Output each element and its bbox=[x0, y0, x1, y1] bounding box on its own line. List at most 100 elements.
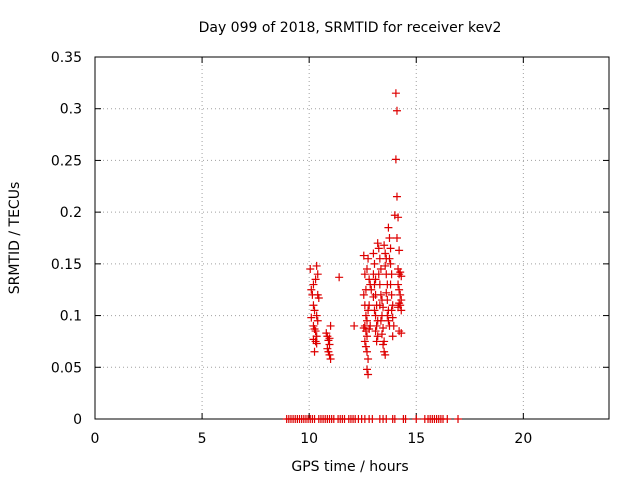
data-point bbox=[391, 89, 400, 98]
data-point bbox=[388, 301, 397, 310]
data-point bbox=[364, 355, 373, 364]
data-point bbox=[384, 316, 393, 325]
data-point bbox=[394, 280, 403, 289]
data-point bbox=[376, 265, 385, 274]
data-point bbox=[364, 254, 373, 263]
data-point bbox=[454, 415, 463, 423]
data-point bbox=[392, 234, 401, 242]
data-point bbox=[369, 249, 378, 258]
data-point bbox=[326, 355, 335, 364]
data-point bbox=[364, 370, 373, 379]
data-point bbox=[310, 306, 319, 315]
x-tick-label: 5 bbox=[198, 431, 207, 447]
data-point bbox=[325, 350, 334, 359]
data-point bbox=[379, 340, 388, 349]
data-point bbox=[359, 251, 368, 260]
data-point bbox=[385, 254, 394, 263]
data-point bbox=[374, 244, 383, 253]
data-point bbox=[311, 337, 320, 346]
data-point bbox=[390, 415, 399, 423]
data-point bbox=[367, 285, 376, 294]
data-point bbox=[360, 270, 369, 279]
data-point bbox=[309, 301, 318, 310]
data-point bbox=[373, 239, 382, 248]
data-point bbox=[312, 311, 321, 320]
data-point bbox=[381, 249, 390, 258]
y-axis-label: SRMTID / TECUs bbox=[7, 182, 23, 295]
x-tick-label: 15 bbox=[407, 431, 425, 447]
data-point bbox=[375, 280, 384, 289]
data-point bbox=[372, 321, 381, 330]
x-tick-label: 0 bbox=[91, 431, 100, 447]
data-point bbox=[388, 313, 397, 322]
x-axis: 0 5 10 15 20 bbox=[91, 57, 532, 447]
data-point bbox=[387, 290, 396, 299]
data-point bbox=[386, 259, 395, 268]
y-tick-label: 0.15 bbox=[51, 257, 82, 273]
data-point bbox=[371, 327, 380, 336]
data-point bbox=[396, 301, 405, 310]
data-point bbox=[379, 303, 388, 312]
data-point bbox=[412, 415, 421, 423]
data-point bbox=[387, 306, 396, 315]
data-series bbox=[282, 89, 463, 423]
data-point bbox=[386, 280, 395, 289]
data-point bbox=[371, 275, 380, 284]
data-point bbox=[392, 106, 401, 115]
data-point bbox=[362, 347, 371, 356]
data-point bbox=[362, 265, 371, 274]
data-point bbox=[359, 290, 368, 299]
y-tick-label: 0 bbox=[73, 412, 82, 428]
x-tick-label: 10 bbox=[300, 431, 318, 447]
data-point bbox=[397, 306, 406, 315]
x-axis-label: GPS time / hours bbox=[291, 459, 408, 475]
data-point bbox=[370, 259, 379, 268]
y-tick-label: 0.35 bbox=[51, 50, 82, 66]
y-tick-label: 0.25 bbox=[51, 153, 82, 169]
x-tick-label: 20 bbox=[514, 431, 532, 447]
data-point bbox=[380, 241, 389, 250]
data-point bbox=[396, 290, 405, 299]
data-point bbox=[362, 316, 371, 325]
data-point bbox=[325, 334, 334, 343]
data-point bbox=[311, 327, 320, 336]
data-point bbox=[384, 223, 393, 232]
data-point bbox=[391, 155, 400, 164]
data-point bbox=[306, 265, 315, 274]
data-point bbox=[307, 313, 316, 322]
data-point bbox=[392, 192, 401, 201]
data-point bbox=[335, 273, 344, 282]
y-tick-label: 0.3 bbox=[60, 102, 82, 118]
data-point bbox=[443, 415, 452, 423]
data-point bbox=[324, 336, 333, 345]
data-point bbox=[383, 311, 392, 320]
data-point bbox=[376, 290, 385, 299]
data-point bbox=[350, 321, 359, 330]
y-tick-label: 0.2 bbox=[60, 205, 82, 221]
data-point bbox=[377, 330, 386, 339]
data-point bbox=[314, 293, 323, 302]
data-point bbox=[365, 301, 374, 310]
data-point bbox=[309, 280, 318, 289]
data-point bbox=[326, 321, 335, 330]
data-point bbox=[312, 261, 321, 270]
data-point bbox=[388, 332, 397, 341]
data-point bbox=[312, 339, 321, 348]
data-point bbox=[307, 285, 316, 294]
data-point bbox=[395, 246, 404, 255]
data-point bbox=[397, 272, 406, 281]
data-point bbox=[397, 329, 406, 338]
data-point bbox=[369, 292, 378, 301]
data-point bbox=[401, 415, 410, 423]
data-point bbox=[395, 270, 404, 279]
data-point bbox=[361, 342, 370, 351]
data-point bbox=[372, 337, 381, 346]
data-point bbox=[382, 288, 391, 297]
chart-title: Day 099 of 2018, SRMTID for receiver kev… bbox=[199, 20, 502, 36]
data-point bbox=[381, 350, 390, 359]
data-point bbox=[370, 306, 379, 315]
data-point bbox=[389, 321, 398, 330]
data-point bbox=[313, 270, 322, 279]
data-point bbox=[386, 244, 395, 253]
